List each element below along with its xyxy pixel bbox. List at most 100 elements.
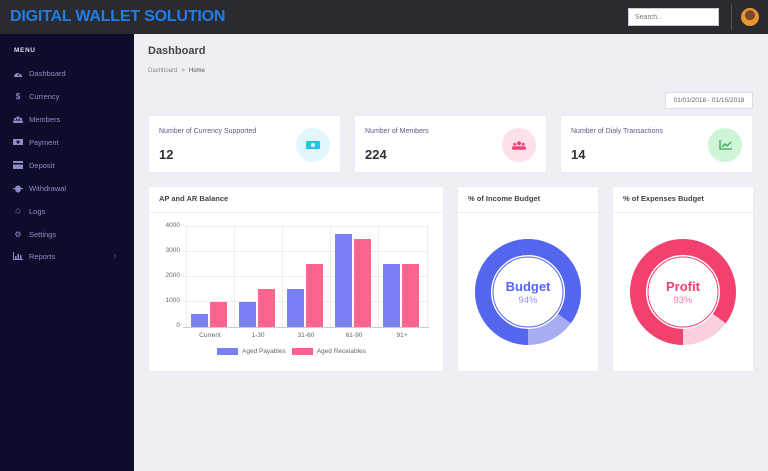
bar-chart: 4000 3000 2000 1000 0 Current 1-30 31-60… — [149, 213, 443, 371]
credit-card-icon — [13, 160, 23, 170]
bar-receivables[interactable] — [354, 238, 371, 327]
bar-payables[interactable] — [287, 289, 304, 327]
gridline — [183, 251, 429, 252]
gridline — [234, 226, 235, 327]
breadcrumb-separator: > — [181, 68, 185, 74]
sidebar-item-logs[interactable]: ♲ Logs — [0, 200, 134, 222]
stat-value: 224 — [365, 147, 387, 162]
users-icon — [502, 128, 536, 162]
sidebar-item-label: Logs — [29, 206, 46, 216]
bar-payables[interactable] — [383, 263, 400, 327]
sidebar-item-settings[interactable]: ⚙ Settings — [0, 223, 134, 245]
sidebar-item-reports[interactable]: Reports › — [0, 245, 134, 267]
stat-card-members: Number of Members 224 — [355, 116, 546, 172]
donut-label: Budget — [505, 278, 551, 294]
bug-icon — [13, 183, 23, 193]
search-input[interactable] — [628, 8, 719, 26]
income-donut-chart: Budget 94% — [458, 213, 598, 371]
main-content: Dashboard Dashboard > Home 01/01/2018 - 01… — [134, 34, 768, 471]
legend-label[interactable]: Aged Receiables — [316, 348, 366, 355]
legend-swatch-payables — [217, 348, 238, 355]
bar-receivables[interactable] — [210, 301, 227, 327]
bar-payables[interactable] — [239, 301, 256, 327]
top-bar: DIGITAL WALLET SOLUTION — [0, 0, 768, 34]
sidebar-item-withdrawal[interactable]: Withdrawal — [0, 177, 134, 199]
panel-title: % of Income Budget — [458, 187, 598, 213]
page-title: Dashboard — [148, 45, 206, 57]
donut-value: 93% — [673, 294, 693, 306]
stat-card-transactions: Number of Dialy Transactions 14 — [561, 116, 752, 172]
gridline — [183, 226, 429, 227]
breadcrumb: Dashboard > Home — [148, 68, 205, 74]
stat-label: Number of Currency Supported — [159, 128, 257, 135]
y-tick: 4000 — [165, 222, 180, 229]
y-tick: 1000 — [165, 297, 180, 304]
donut-center: Budget 94% — [506, 279, 551, 306]
user-avatar[interactable] — [741, 8, 759, 26]
sidebar-item-members[interactable]: Members — [0, 108, 134, 130]
panel-title: % of Expenses Budget — [613, 187, 753, 213]
chart-legend: Aged Payables Aged Receiables — [217, 348, 366, 355]
gridline — [282, 226, 283, 327]
bar-receivables[interactable] — [402, 263, 419, 327]
stat-value: 14 — [571, 147, 586, 162]
gridline — [427, 226, 428, 327]
panel-title: AP and AR Balance — [149, 187, 443, 213]
sidebar-item-currency[interactable]: $ Currency — [0, 85, 134, 107]
legend-label[interactable]: Aged Payables — [242, 348, 286, 355]
donut-ring — [475, 239, 581, 345]
dashboard-icon — [13, 68, 23, 78]
dollar-icon: $ — [15, 91, 21, 101]
line-chart-icon — [708, 128, 742, 162]
sidebar-item-label: Payment — [29, 137, 59, 147]
stat-card-currency: Number of Currency Supported 12 — [149, 116, 340, 172]
x-tick: 1-30 — [251, 332, 265, 339]
gridline — [378, 226, 379, 327]
gridline — [186, 226, 187, 327]
stat-value: 12 — [159, 147, 174, 162]
sidebar-item-deposit[interactable]: Deposit — [0, 154, 134, 176]
sidebar-item-label: Withdrawal — [29, 183, 67, 193]
income-budget-panel: % of Income Budget Budget 94% — [458, 187, 598, 371]
date-range-picker[interactable]: 01/01/2018 - 01/15/2018 — [665, 92, 753, 109]
bar-payables[interactable] — [191, 314, 208, 327]
users-icon — [13, 114, 23, 124]
legend-swatch-receivables — [291, 348, 313, 355]
x-axis — [183, 327, 429, 328]
sidebar-item-label: Settings — [29, 229, 57, 239]
gears-icon: ⚙ — [14, 229, 22, 239]
sidebar: MENU Dashboard $ Currency Members Paymen… — [0, 34, 134, 471]
breadcrumb-current: Home — [188, 68, 205, 74]
sidebar-item-payment[interactable]: Payment — [0, 131, 134, 153]
donut-ring — [630, 239, 736, 345]
bar-payables[interactable] — [335, 233, 352, 327]
brand-title: DIGITAL WALLET SOLUTION — [10, 8, 226, 25]
recycle-icon: ♲ — [14, 206, 22, 216]
sidebar-item-label: Reports — [29, 251, 56, 261]
menu-title: MENU — [14, 47, 36, 54]
donut-value: 94% — [518, 294, 538, 306]
stat-label: Number of Dialy Transactions — [571, 128, 663, 135]
donut-center: Profit 93% — [666, 279, 700, 306]
bar-series — [149, 226, 443, 327]
bar-chart-icon — [13, 251, 23, 261]
expenses-budget-panel: % of Expenses Budget Profit 93% — [613, 187, 753, 371]
sidebar-item-label: Currency — [29, 91, 60, 101]
sidebar-item-dashboard[interactable]: Dashboard — [0, 62, 134, 84]
y-tick: 2000 — [165, 272, 180, 279]
x-tick: 31-60 — [297, 332, 315, 339]
sidebar-item-label: Dashboard — [29, 68, 66, 78]
money-icon — [13, 137, 23, 147]
x-tick: 91+ — [396, 332, 408, 339]
y-tick: 3000 — [165, 247, 180, 254]
bar-receivables[interactable] — [306, 263, 323, 327]
breadcrumb-parent[interactable]: Dashboard — [148, 68, 178, 74]
bar-receivables[interactable] — [258, 289, 275, 327]
x-tick: 61-90 — [345, 332, 363, 339]
y-tick: 0 — [176, 322, 180, 329]
money-bill-icon — [296, 128, 330, 162]
expenses-donut-chart: Profit 93% — [613, 213, 753, 371]
sidebar-item-label: Deposit — [29, 160, 55, 170]
header-divider — [731, 4, 732, 30]
chevron-right-icon: › — [113, 252, 116, 260]
